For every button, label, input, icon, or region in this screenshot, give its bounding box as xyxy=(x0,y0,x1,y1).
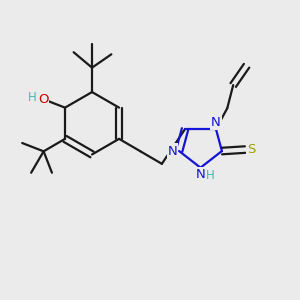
Text: N: N xyxy=(211,116,221,129)
Text: S: S xyxy=(248,143,256,156)
Text: H: H xyxy=(28,91,37,104)
Text: O: O xyxy=(38,93,48,106)
Text: H: H xyxy=(206,169,214,182)
Text: N: N xyxy=(168,145,177,158)
Text: N: N xyxy=(196,168,206,181)
